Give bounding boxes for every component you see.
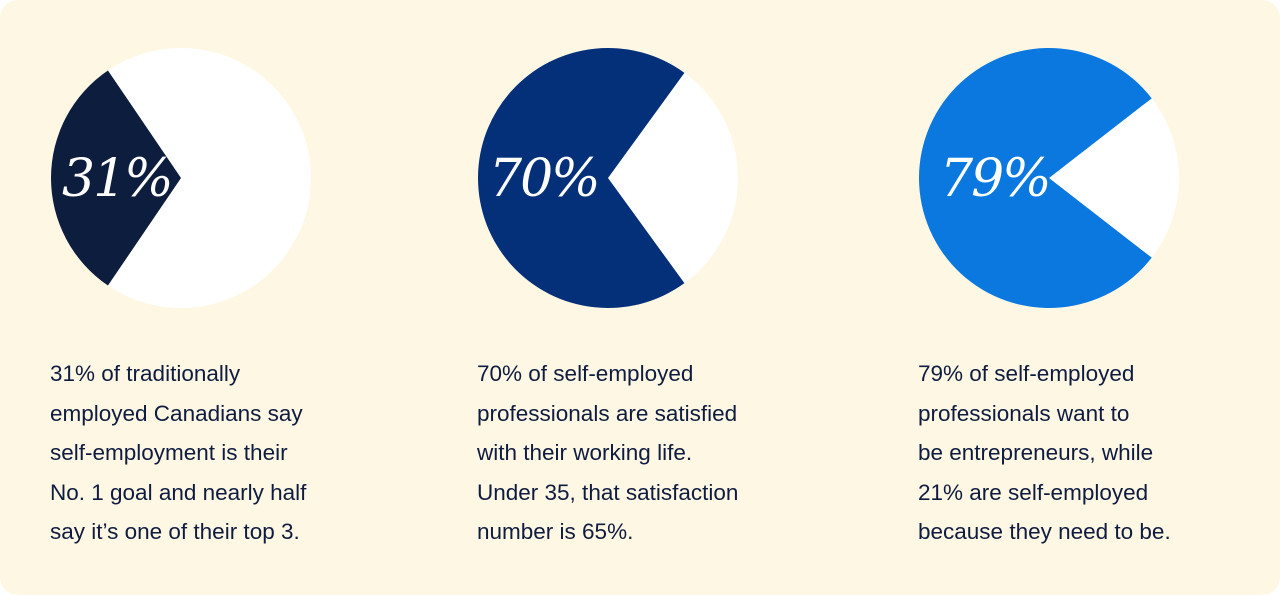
chart-block-entrepreneurs: 79% 79% of self-employed professionals w… — [918, 0, 1280, 595]
pie-percent-label: 31% — [62, 149, 172, 209]
caption-line: Under 35, that satisfaction — [477, 479, 739, 505]
caption-line: 70% of self-employed — [477, 361, 694, 386]
pie-slice-value — [50, 70, 181, 286]
caption-line: self-employment is their — [50, 440, 288, 465]
chart-caption: 79% of self-employed professionals want … — [918, 354, 1258, 552]
caption-line: 31% of traditionally — [50, 361, 241, 386]
pie-chart: 79% — [919, 47, 1179, 308]
pie-slice-remainder — [1049, 98, 1179, 258]
caption-line: because they need to be. — [918, 519, 1171, 544]
caption-line: 79% of self-employed — [918, 361, 1135, 386]
caption-line: with their working life. — [477, 440, 693, 465]
pie-percent-label: 70% — [489, 149, 599, 209]
pie-slice-remainder — [107, 48, 311, 309]
caption-line: number is 65%. — [477, 519, 634, 544]
caption-line: professionals want to — [918, 400, 1130, 426]
pie-chart: 70% — [478, 47, 738, 308]
chart-block-satisfied: 70% 70% of self-employed professionals a… — [477, 0, 857, 595]
pie-slice-remainder — [608, 72, 738, 284]
caption-line: No. 1 goal and nearly half — [50, 479, 307, 505]
caption-line: employed Canadians say — [50, 400, 303, 426]
caption-line: 21% are self-employed — [918, 479, 1149, 505]
pie-slice-value — [919, 47, 1152, 308]
pie-percent-label: 79% — [940, 149, 1050, 209]
chart-caption: 31% of traditionally employed Canadians … — [50, 354, 390, 552]
chart-caption: 70% of self-employed professionals are s… — [477, 354, 817, 552]
pie-chart: 31% — [50, 48, 311, 309]
caption-line: say it’s one of their top 3. — [50, 519, 300, 544]
caption-line: be entrepreneurs, while — [918, 440, 1154, 465]
caption-line: professionals are satisfied — [477, 400, 738, 426]
pie-slice-value — [478, 47, 685, 308]
chart-block-traditionally-employed: 31% 31% of traditionally employed Canadi… — [50, 0, 430, 595]
